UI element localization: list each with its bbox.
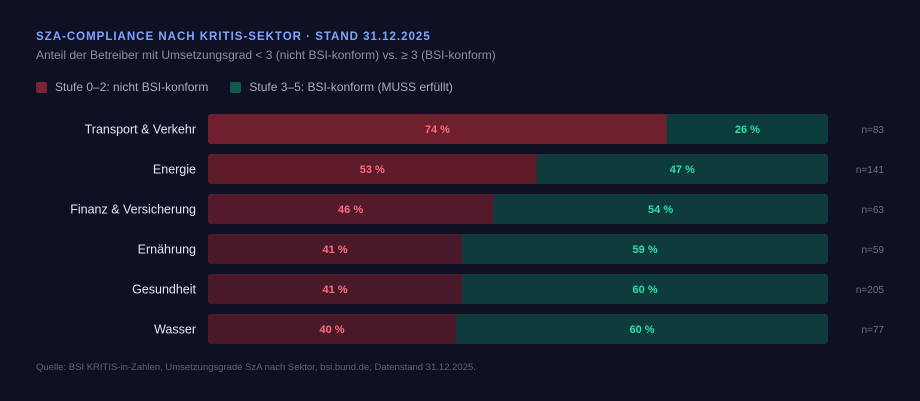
category-label: Transport & Verkehr [85,123,196,137]
sample-size-label: n=141 [856,165,885,176]
data-label-compliant: 59 % [633,244,658,256]
sample-size-label: n=59 [861,245,884,256]
legend-label-compliant: Stufe 3–5: BSI-konform (MUSS erfüllt) [249,80,453,94]
sample-size-label: n=77 [861,325,884,336]
chart-title: SZA-COMPLIANCE NACH KRITIS-SEKTOR · STAN… [36,31,431,43]
data-label-compliant: 60 % [633,284,658,296]
sample-size-label: n=83 [861,125,884,136]
chart-subtitle: Anteil der Betreiber mit Umsetzungsgrad … [36,48,496,62]
data-label-non-compliant: 41 % [323,244,348,256]
category-label: Gesundheit [132,283,196,297]
legend-item-compliant: Stufe 3–5: BSI-konform (MUSS erfüllt) [230,80,453,94]
category-label: Wasser [154,323,196,337]
data-label-non-compliant: 74 % [425,124,450,136]
sample-size-label: n=63 [861,205,884,216]
legend-swatch-compliant [230,81,242,93]
bar-segment-non-compliant [208,274,463,304]
data-label-non-compliant: 53 % [360,164,385,176]
data-label-non-compliant: 46 % [338,204,363,216]
data-label-compliant: 60 % [629,324,654,336]
sample-size-label: n=205 [856,285,885,296]
legend-label-non-compliant: Stufe 0–2: nicht BSI-konform [55,80,209,94]
data-label-compliant: 47 % [670,164,695,176]
legend-item-non-compliant: Stufe 0–2: nicht BSI-konform [36,80,208,94]
bar-segment-non-compliant [208,154,537,184]
bar-segment-non-compliant [208,194,494,224]
data-label-compliant: 54 % [648,204,673,216]
source-note: Quelle: BSI KRITIS-in-Zahlen, Umsetzungs… [36,362,476,373]
category-label: Ernährung [138,243,196,257]
legend-swatch-non-compliant [36,81,47,93]
bar-segment-non-compliant [208,234,463,264]
bar-segment-non-compliant [208,114,667,144]
data-label-non-compliant: 41 % [323,284,348,296]
data-label-non-compliant: 40 % [319,324,344,336]
legend: Stufe 0–2: nicht BSI-konform Stufe 3–5: … [36,80,475,94]
data-label-compliant: 26 % [735,124,760,136]
category-label: Finanz & Versicherung [70,203,196,217]
category-label: Energie [153,163,196,177]
bar-segment-non-compliant [208,314,456,344]
